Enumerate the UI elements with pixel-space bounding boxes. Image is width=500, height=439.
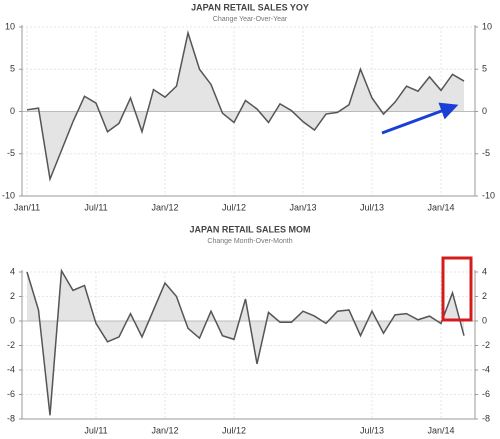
y-tick-label: -2 — [7, 340, 15, 350]
y-tick-label: 10 — [5, 21, 15, 31]
chart-subtitle: Change Year-Over-Year — [213, 16, 288, 23]
y2-tick-label: 0 — [482, 106, 487, 116]
y-tick-label: 0 — [10, 315, 15, 325]
x-tick-label: Jan/13 — [289, 202, 316, 212]
y-tick-label: -5 — [7, 148, 15, 158]
line — [26, 29, 465, 182]
area — [27, 270, 464, 416]
y-tick-label: 5 — [10, 64, 15, 74]
y2-tick-label: -2 — [482, 340, 490, 350]
y-tick-label: 0 — [10, 106, 15, 116]
plots: -10 -10 -5 -5 0 0 5 5 10 10 Jan/11 Jul/11 Jan/12 Jul/… — [2, 21, 495, 435]
y2-tick-label: -6 — [482, 389, 490, 399]
annotation-box — [441, 256, 473, 322]
chart-title: JAPAN RETAIL SALES MOM — [189, 224, 310, 234]
x-tick-label: Jan/11 — [14, 202, 40, 212]
x-tick-label: Jul/12 — [222, 425, 246, 435]
annotation-arrow — [381, 102, 459, 135]
y-tick-label: 4 — [10, 266, 15, 276]
y-tick-label: -8 — [7, 413, 15, 423]
y-tick-label: -4 — [7, 364, 15, 374]
x-tick-label: Jul/13 — [360, 425, 384, 435]
y2-tick-label: 4 — [482, 266, 487, 276]
x-tick-label: Jul/12 — [222, 202, 246, 212]
x-tick-label: Jan/12 — [151, 425, 178, 435]
chart-subtitle: Change Month-Over-Month — [207, 238, 292, 245]
y2-tick-label: -8 — [482, 413, 490, 423]
line — [26, 268, 465, 416]
y-tick-label: -10 — [2, 190, 15, 200]
y2-tick-label: -10 — [482, 190, 495, 200]
y-tick-label: -6 — [7, 389, 15, 399]
x-tick-label: Jul/11 — [84, 202, 107, 212]
y2-tick-label: -4 — [482, 364, 490, 374]
x-tick-label: Jan/12 — [151, 202, 178, 212]
x-tick-label: Jan/14 — [427, 202, 454, 212]
x-tick-label: Jan/14 — [427, 425, 454, 435]
area — [27, 32, 464, 180]
chart-title: JAPAN RETAIL SALES YOY — [191, 2, 309, 12]
y2-tick-label: 2 — [482, 291, 487, 301]
x-tick-label: Jul/11 — [84, 425, 107, 435]
y2-tick-label: 0 — [482, 315, 487, 325]
x-tick-label: Jul/13 — [360, 202, 384, 212]
y2-tick-label: 5 — [482, 64, 487, 74]
y2-tick-label: -5 — [482, 148, 490, 158]
y-tick-label: 2 — [10, 291, 15, 301]
y2-tick-label: 10 — [482, 21, 492, 31]
